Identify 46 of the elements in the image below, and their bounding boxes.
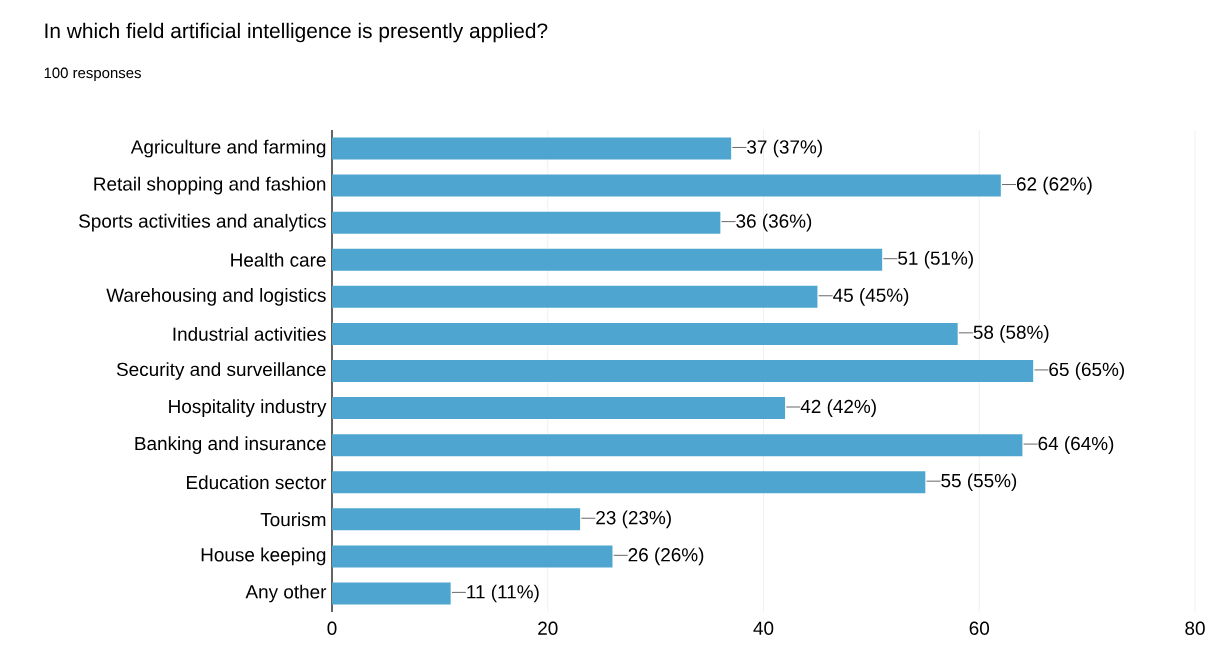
data-label: 51 (51%) bbox=[898, 250, 973, 269]
data-label: 65 (65%) bbox=[1049, 362, 1124, 380]
bar bbox=[332, 174, 1001, 197]
data-label: 62 (62%) bbox=[1016, 176, 1092, 195]
y-tick-label: Industrial activities bbox=[173, 326, 326, 341]
data-label: 37 (37%) bbox=[747, 139, 822, 158]
bar bbox=[332, 360, 1034, 382]
x-tick-label: 0 bbox=[327, 621, 337, 635]
y-tick-label: Sports activities and analytics bbox=[79, 213, 326, 232]
chart-title: In which field artificial intelligence is presently applied? bbox=[45, 22, 548, 43]
x-tick-label: 20 bbox=[538, 621, 558, 635]
x-tick-label: 60 bbox=[969, 621, 990, 635]
y-tick-label: Security and surveillance bbox=[116, 362, 326, 380]
data-label: 64 (64%) bbox=[1038, 436, 1114, 454]
x-tick-label: 40 bbox=[753, 621, 774, 635]
data-label: 36 (36%) bbox=[736, 213, 812, 232]
bar bbox=[332, 434, 1023, 457]
y-tick-label: Education sector bbox=[187, 475, 327, 490]
bar bbox=[332, 582, 451, 605]
y-tick-label: Banking and insurance bbox=[135, 436, 326, 454]
y-tick-label: House keeping bbox=[201, 547, 326, 566]
y-tick-label: Tourism bbox=[260, 512, 326, 527]
data-label: 11 (11%) bbox=[467, 584, 539, 603]
text: 100 responses bbox=[44, 67, 141, 82]
data-label: 23 (23%) bbox=[596, 510, 671, 529]
bar bbox=[332, 285, 818, 308]
bar bbox=[332, 508, 581, 531]
y-tick-label: Any other bbox=[245, 584, 327, 603]
data-label: 26 (26%) bbox=[628, 547, 704, 566]
bar bbox=[332, 471, 926, 494]
bar bbox=[332, 137, 732, 160]
y-tick-label: Health care bbox=[231, 252, 326, 267]
data-label: 42 (42%) bbox=[800, 399, 876, 417]
y-tick-label: Agriculture and farming bbox=[130, 139, 326, 158]
y-tick-label: Warehousing and logistics bbox=[106, 288, 326, 306]
data-label: 58 (58%) bbox=[973, 325, 1049, 343]
y-tick-label: Retail shopping and fashion bbox=[94, 176, 326, 195]
bar bbox=[332, 322, 958, 345]
bar bbox=[332, 397, 786, 420]
data-label: 45 (45%) bbox=[833, 288, 909, 306]
bar bbox=[332, 211, 721, 234]
bar bbox=[332, 545, 613, 568]
bar bbox=[332, 248, 883, 271]
x-tick-label: 80 bbox=[1185, 621, 1205, 635]
data-label: 55 (55%) bbox=[941, 473, 1017, 492]
y-tick-label: Hospitality industry bbox=[169, 399, 327, 417]
